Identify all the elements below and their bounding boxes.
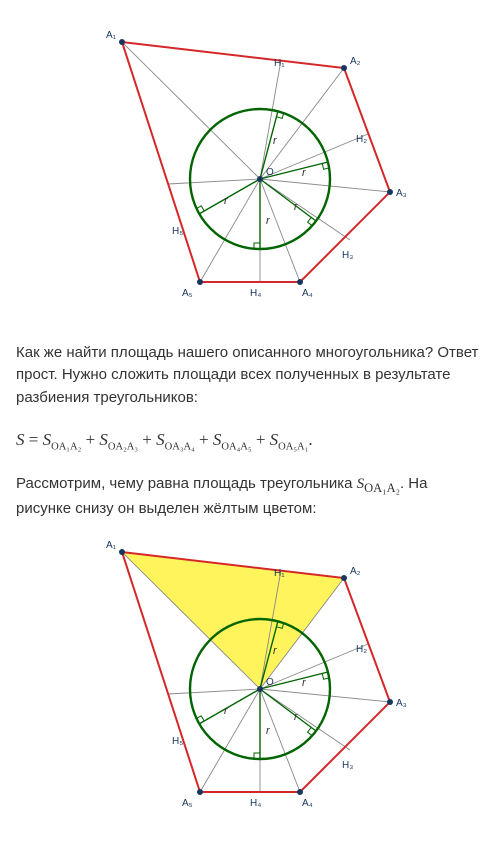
svg-text:A₃: A₃ [396,188,407,199]
svg-text:O: O [266,677,274,688]
area-sum-formula: S = SOA₁A₂ + SOA₂A₃ + SOA₃A₄ + SOA₄A₅ + … [16,427,484,455]
polygon-circle-diagram: rrrrrOA₁A₂A₃A₄A₅H₁H₂H₃H₄H₅ [80,24,420,314]
svg-text:H₁: H₁ [274,58,285,69]
paragraph-consider: Рассмотрим, чему равна площадь треугольн… [16,473,484,520]
svg-text:H₄: H₄ [250,288,261,299]
svg-text:A₅: A₅ [182,798,193,809]
svg-text:A₂: A₂ [350,56,361,67]
svg-text:A₂: A₂ [350,566,361,577]
diagram-bottom: rrrrrOA₁A₂A₃A₄A₅H₁H₂H₃H₄H₅ [16,534,484,832]
svg-text:H₂: H₂ [356,644,367,655]
svg-text:A₄: A₄ [302,288,313,299]
svg-text:r: r [273,135,278,147]
svg-text:H₃: H₃ [342,760,353,771]
svg-text:H₄: H₄ [250,798,261,809]
svg-text:A₅: A₅ [182,288,193,299]
svg-text:H₃: H₃ [342,250,353,261]
svg-text:A₁: A₁ [106,30,117,41]
polygon-circle-diagram-highlighted: rrrrrOA₁A₂A₃A₄A₅H₁H₂H₃H₄H₅ [80,534,420,824]
svg-text:H₂: H₂ [356,134,367,145]
paragraph-intro: Как же найти площадь нашего описанного м… [16,342,484,410]
svg-text:O: O [266,167,274,178]
svg-text:H₅: H₅ [172,736,183,747]
svg-text:r: r [266,725,271,737]
diagram-top: rrrrrOA₁A₂A₃A₄A₅H₁H₂H₃H₄H₅ [16,24,484,322]
svg-text:r: r [302,677,307,689]
svg-text:A₁: A₁ [106,540,117,551]
svg-text:r: r [266,215,271,227]
svg-text:r: r [302,167,307,179]
svg-text:A₄: A₄ [302,798,313,809]
svg-text:H₅: H₅ [172,226,183,237]
svg-text:H₁: H₁ [274,568,285,579]
svg-text:A₃: A₃ [396,698,407,709]
